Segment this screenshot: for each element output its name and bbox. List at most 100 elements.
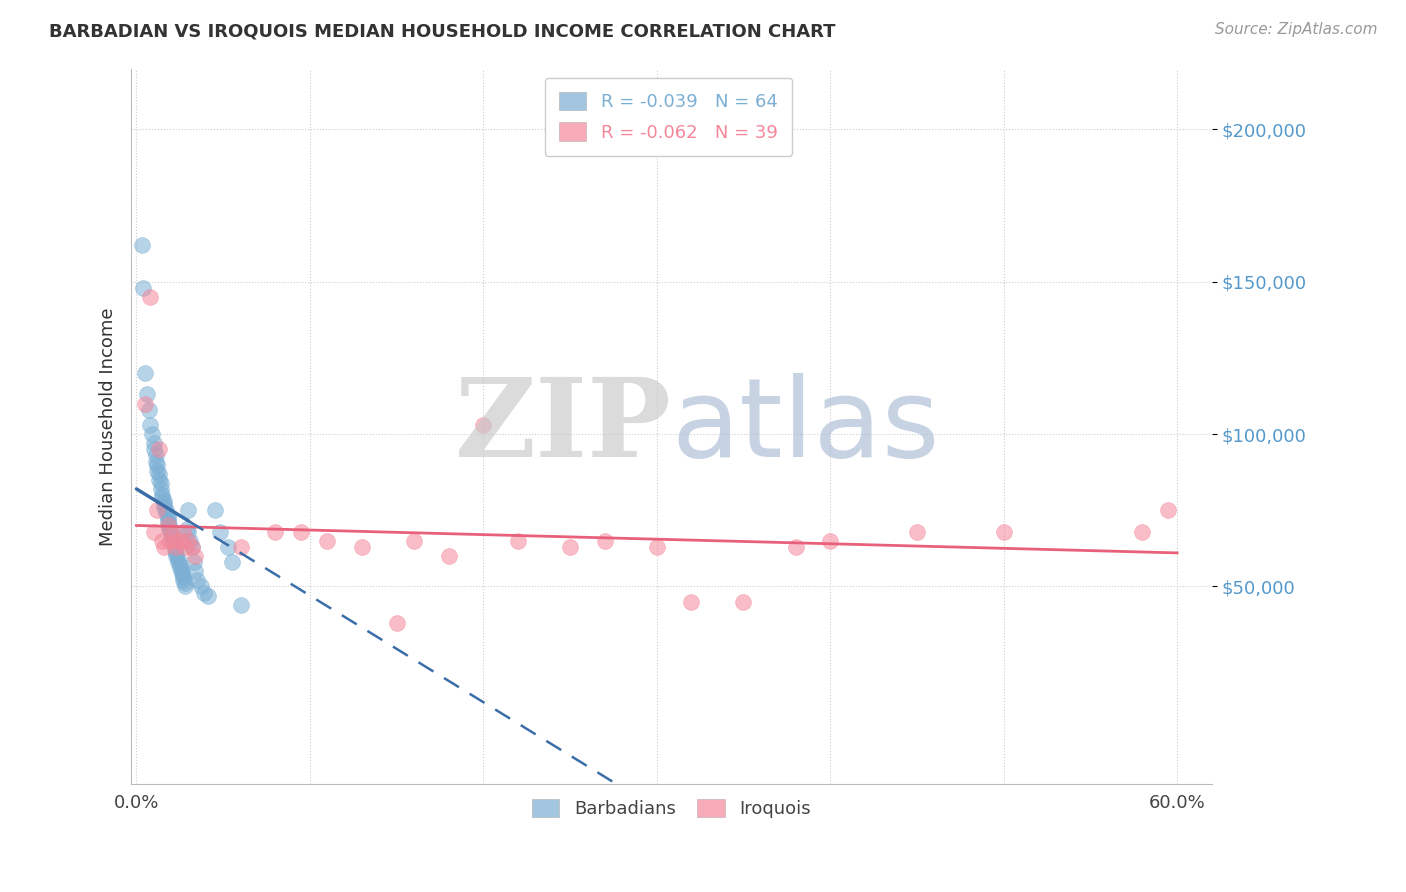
Point: [558, 540, 581, 554]
Point: [183, 555, 205, 569]
Point: [593, 533, 616, 548]
Point: [190, 579, 212, 593]
Point: [156, 518, 179, 533]
Point: [131, 238, 153, 252]
Point: [437, 549, 460, 563]
Point: [184, 549, 207, 563]
Point: [146, 503, 169, 517]
Point: [177, 503, 200, 517]
Point: [134, 396, 156, 410]
Point: [145, 449, 167, 463]
Point: [163, 540, 186, 554]
Point: [165, 546, 187, 560]
Point: [290, 524, 312, 539]
Point: [197, 589, 219, 603]
Point: [132, 281, 155, 295]
Point: [170, 567, 193, 582]
Point: [153, 497, 176, 511]
Point: [167, 552, 190, 566]
Point: [156, 509, 179, 524]
Point: [184, 564, 207, 578]
Text: atlas: atlas: [672, 373, 941, 480]
Point: [141, 427, 163, 442]
Point: [316, 533, 339, 548]
Point: [156, 512, 179, 526]
Point: [186, 574, 208, 588]
Point: [402, 533, 425, 548]
Point: [170, 564, 193, 578]
Point: [135, 387, 157, 401]
Point: [160, 524, 183, 539]
Point: [152, 533, 174, 548]
Point: [181, 540, 204, 554]
Point: [153, 500, 176, 515]
Point: [905, 524, 928, 539]
Point: [208, 524, 231, 539]
Point: [165, 549, 187, 563]
Point: [155, 506, 177, 520]
Point: [172, 524, 194, 539]
Point: [148, 442, 170, 457]
Point: [148, 473, 170, 487]
Point: [160, 524, 183, 539]
Point: [153, 494, 176, 508]
Point: [169, 561, 191, 575]
Point: [993, 524, 1015, 539]
Text: BARBADIAN VS IROQUOIS MEDIAN HOUSEHOLD INCOME CORRELATION CHART: BARBADIAN VS IROQUOIS MEDIAN HOUSEHOLD I…: [49, 22, 835, 40]
Point: [177, 533, 200, 548]
Point: [229, 598, 252, 612]
Point: [163, 542, 186, 557]
Point: [162, 533, 184, 548]
Point: [152, 488, 174, 502]
Point: [733, 594, 755, 608]
Point: [142, 436, 165, 450]
Y-axis label: Median Household Income: Median Household Income: [100, 307, 117, 546]
Point: [142, 442, 165, 457]
Point: [145, 454, 167, 468]
Point: [221, 555, 243, 569]
Point: [142, 524, 165, 539]
Point: [785, 540, 807, 554]
Point: [229, 540, 252, 554]
Point: [139, 290, 162, 304]
Point: [156, 516, 179, 530]
Point: [134, 366, 156, 380]
Point: [138, 402, 160, 417]
Point: [172, 574, 194, 588]
Point: [148, 467, 170, 481]
Point: [174, 540, 197, 554]
Point: [217, 540, 239, 554]
Point: [645, 540, 668, 554]
Point: [181, 540, 204, 554]
Point: [157, 518, 180, 533]
Point: [163, 537, 186, 551]
Point: [176, 522, 198, 536]
Point: [165, 540, 187, 554]
Point: [169, 533, 191, 548]
Point: [174, 579, 197, 593]
Point: [818, 533, 841, 548]
Point: [167, 555, 190, 569]
Point: [160, 527, 183, 541]
Point: [163, 533, 186, 548]
Point: [204, 503, 226, 517]
Point: [179, 533, 201, 548]
Legend: Barbadians, Iroquois: Barbadians, Iroquois: [526, 792, 818, 825]
Point: [162, 531, 184, 545]
Point: [157, 533, 180, 548]
Point: [155, 503, 177, 517]
Point: [152, 491, 174, 505]
Point: [1132, 524, 1154, 539]
Point: [472, 417, 495, 432]
Point: [350, 540, 373, 554]
Point: [385, 615, 408, 630]
Point: [177, 524, 200, 539]
Point: [506, 533, 529, 548]
Point: [149, 482, 172, 496]
Point: [139, 417, 162, 432]
Point: [172, 570, 194, 584]
Point: [681, 594, 703, 608]
Text: Source: ZipAtlas.com: Source: ZipAtlas.com: [1215, 22, 1378, 37]
Point: [193, 585, 215, 599]
Point: [153, 540, 176, 554]
